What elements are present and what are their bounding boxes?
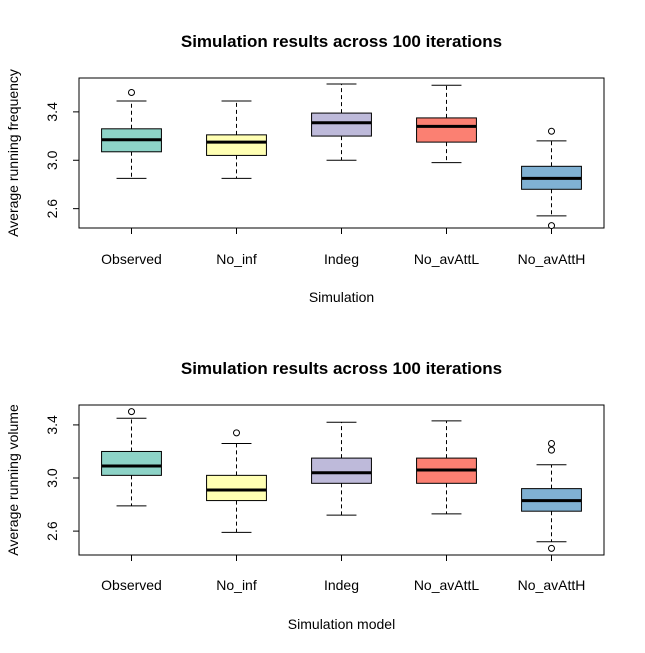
box-iqr — [311, 457, 372, 484]
x-tick-label: Indeg — [324, 577, 359, 593]
outlier-point — [128, 408, 135, 416]
y-axis: 2.6 3.0 3.4 — [44, 102, 80, 219]
y-tick-label: 3.4 — [44, 102, 60, 122]
x-axis-label: Simulation — [309, 289, 374, 305]
outlier-point — [233, 429, 240, 437]
box-Observed: Observed — [101, 408, 162, 593]
box-No_avAttL: No_avAttL — [414, 84, 480, 267]
x-tick-label: Observed — [101, 577, 162, 593]
x-tick-label: Indeg — [324, 251, 359, 267]
box-No_inf: No_inf — [206, 100, 267, 267]
x-tick-label: No_inf — [216, 577, 257, 593]
x-tick-label: No_avAttH — [518, 577, 586, 593]
chart-panel-2: Simulation results across 100 iterations… — [5, 359, 605, 632]
y-axis-label: Average running frequency — [5, 69, 21, 237]
box-iqr — [206, 134, 267, 156]
outlier-point — [548, 127, 555, 135]
y-tick-label: 3.0 — [44, 468, 60, 488]
box-iqr — [101, 450, 162, 476]
outlier-point — [548, 439, 555, 447]
x-tick-label: No_avAttL — [414, 577, 480, 593]
y-tick-label: 2.6 — [44, 199, 60, 219]
box-iqr — [311, 112, 372, 137]
x-axis-label: Simulation model — [288, 616, 395, 632]
box-iqr — [416, 117, 477, 143]
box-No_avAttL: No_avAttL — [414, 420, 480, 593]
box-Observed: Observed — [101, 89, 162, 267]
box-Indeg: Indeg — [311, 421, 372, 593]
y-tick-label: 2.6 — [44, 521, 60, 541]
box-Indeg: Indeg — [311, 83, 372, 267]
x-tick-label: No_avAttL — [414, 251, 480, 267]
chart-title: Simulation results across 100 iterations — [181, 32, 502, 51]
chart-panel-1: Simulation results across 100 iterations… — [5, 32, 605, 305]
y-axis-label: Average running volume — [5, 404, 21, 556]
y-axis: 2.6 3.0 3.4 — [44, 415, 80, 541]
y-tick-label: 3.0 — [44, 150, 60, 170]
outlier-point — [548, 544, 555, 552]
outlier-point — [548, 222, 555, 230]
outlier-point — [128, 89, 135, 97]
x-tick-label: No_inf — [216, 251, 257, 267]
x-tick-label: Observed — [101, 251, 162, 267]
box-No_avAttH: No_avAttH — [518, 439, 586, 593]
y-tick-label: 3.4 — [44, 415, 60, 435]
box-No_inf: No_inf — [206, 429, 267, 593]
box-No_avAttH: No_avAttH — [518, 127, 586, 267]
chart-title: Simulation results across 100 iterations — [181, 359, 502, 378]
x-tick-label: No_avAttH — [518, 251, 586, 267]
box-iqr — [206, 474, 267, 502]
outlier-point — [548, 446, 555, 454]
